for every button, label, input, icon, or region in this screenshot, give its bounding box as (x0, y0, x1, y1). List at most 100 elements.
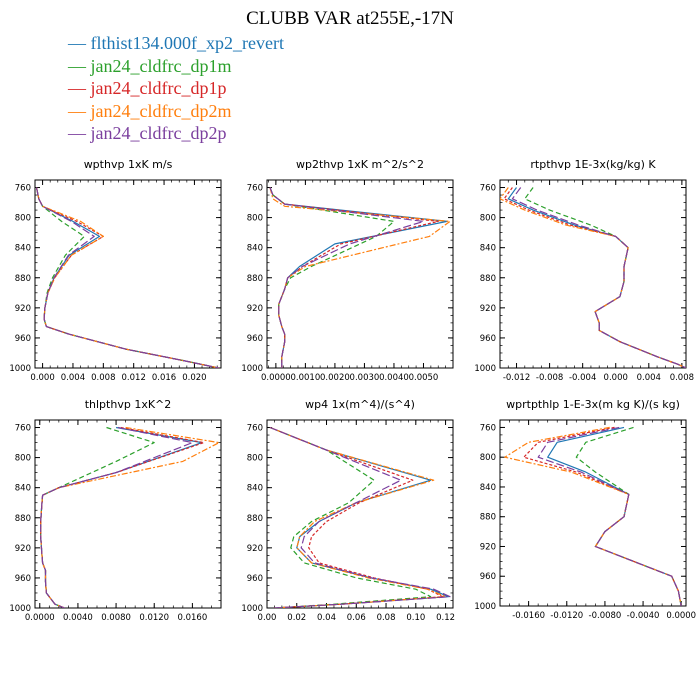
series-group (40, 426, 220, 608)
series-line-3 (503, 187, 686, 368)
legend-label: jan24_cldfrc_dp1m (90, 55, 232, 76)
legend: — flthist134.000f_xp2_revert — jan24_cld… (68, 32, 284, 145)
x-tick-label: 0.020 (182, 373, 206, 383)
x-tick-label: 0.004 (637, 373, 661, 383)
series-line-1 (35, 187, 219, 368)
legend-label: jan24_cldfrc_dp2p (90, 123, 227, 143)
y-tick-label: 880 (15, 274, 31, 284)
y-tick-label: 880 (247, 514, 263, 524)
x-tick-label: 0.0000 (666, 611, 696, 621)
plot-frame (266, 179, 454, 369)
y-tick-label: 920 (247, 304, 263, 314)
legend-label: jan24_cldfrc_dp1p (90, 78, 227, 98)
y-tick-label: 840 (480, 483, 496, 493)
x-tick-label: 0.06 (347, 613, 366, 623)
plot-title: thlpthvp 1xK^2 (85, 398, 172, 411)
series-line-1 (40, 426, 203, 608)
legend-label: flthist134.000f_xp2_revert (90, 33, 284, 53)
series-group (500, 187, 686, 368)
plot-title: wp2thvp 1xK m^2/s^2 (296, 158, 424, 171)
series-group (504, 426, 682, 606)
y-tick-label: 840 (480, 244, 496, 254)
plot-title: wprtpthlp 1-E-3x(m kg K)/(s kg) (506, 398, 680, 411)
x-tick-label: 0.008 (91, 373, 115, 383)
legend-item-series-3: — jan24_cldfrc_dp1p (68, 77, 284, 100)
legend-dash-icon: — (68, 55, 91, 76)
plot-title: wp4 1x(m^4)/(s^4) (305, 398, 415, 411)
y-tick-label: 840 (247, 244, 263, 254)
chart-panel-6: wprtpthlp 1-E-3x(m kg K)/(s kg) 760 800 840… (474, 398, 696, 621)
series-line-4 (269, 426, 447, 608)
series-line-5 (35, 187, 219, 368)
series-line-1 (269, 426, 450, 608)
x-tick-label: 0.12 (436, 613, 455, 623)
y-tick-label: 840 (247, 484, 263, 494)
y-tick-label: 880 (480, 274, 496, 284)
y-tick-label: 960 (15, 334, 31, 344)
chart-panel-4: thlpthvp 1xK^276080084088092096010000.00… (9, 398, 222, 623)
plot-title: wpthvp 1xK m/s (84, 158, 173, 171)
plot-frame (34, 179, 222, 369)
x-tick-label: 0.02 (287, 613, 306, 623)
x-tick-label: 0.0160 (178, 613, 208, 623)
x-tick-label: -0.012 (503, 373, 530, 383)
chart-panel-1: wpthvp 1xK m/s76080084088092096010000.00… (9, 158, 222, 383)
series-line-3 (35, 187, 219, 368)
y-tick-label: 800 (15, 454, 31, 464)
y-tick-label: 840 (15, 484, 31, 494)
x-tick-label: 0.000 (604, 373, 628, 383)
y-tick-label: 760 (480, 184, 496, 194)
x-tick-label: 0.016 (152, 373, 176, 383)
x-tick-label: 0.0080 (101, 613, 131, 623)
y-tick-label: 960 (15, 574, 31, 584)
y-tick-label: 760 (480, 423, 496, 433)
y-tick-label: 1000 (9, 364, 31, 374)
series-group (269, 187, 451, 368)
y-tick-label: 920 (15, 544, 31, 554)
x-tick-label: -0.008 (536, 373, 563, 383)
legend-item-series-2: — jan24_cldfrc_dp1m (68, 55, 284, 78)
legend-dash-icon: — (68, 78, 91, 98)
series-line-3 (269, 187, 439, 368)
x-tick-label: 0.0030 (350, 373, 380, 383)
x-tick-label: 0.0000 (25, 613, 55, 623)
x-tick-label: 0.0120 (139, 613, 169, 623)
legend-dash-icon: — (68, 33, 91, 53)
x-tick-label: 0.04 (317, 613, 336, 623)
y-tick-label: 800 (247, 454, 263, 464)
y-tick-label: 880 (247, 274, 263, 284)
series-line-4 (35, 187, 219, 368)
x-tick-label: 0.000 (30, 373, 54, 383)
plot-frame (266, 419, 454, 609)
y-tick-label: 800 (15, 214, 31, 224)
x-tick-label: 0.00 (258, 613, 277, 623)
y-tick-label: 760 (15, 424, 31, 434)
y-tick-label: 880 (15, 514, 31, 524)
x-tick-label: -0.0040 (627, 611, 660, 621)
y-tick-label: 920 (480, 304, 496, 314)
series-line-5 (269, 426, 451, 608)
y-tick-label: 960 (247, 574, 263, 584)
plot-title: rtpthvp 1E-3x(kg/kg) K (530, 158, 656, 171)
legend-item-series-5: — jan24_cldfrc_dp2p (68, 122, 284, 145)
y-tick-label: 800 (247, 214, 263, 224)
chart-panel-3: rtpthvp 1E-3x(kg/kg) K 760 800 840 880 920 960… (474, 158, 694, 383)
series-line-1 (507, 187, 686, 368)
series-line-3 (523, 426, 682, 606)
y-tick-label: 1000 (241, 604, 263, 614)
x-tick-label: -0.0080 (589, 611, 622, 621)
y-tick-label: 1000 (9, 604, 31, 614)
x-tick-label: 0.0040 (379, 373, 409, 383)
plot-frame (499, 419, 687, 607)
y-tick-label: 760 (247, 184, 263, 194)
series-line-5 (537, 426, 682, 606)
figure-title: CLUBB VAR at255E,-17N (246, 8, 454, 29)
series-group (35, 187, 219, 368)
x-tick-label: 0.004 (61, 373, 85, 383)
legend-item-series-4: — jan24_cldfrc_dp2m (68, 100, 284, 123)
y-tick-label: 800 (480, 214, 496, 224)
y-tick-label: 1000 (241, 364, 263, 374)
y-tick-label: 760 (15, 184, 31, 194)
legend-dash-icon: — (68, 123, 91, 143)
